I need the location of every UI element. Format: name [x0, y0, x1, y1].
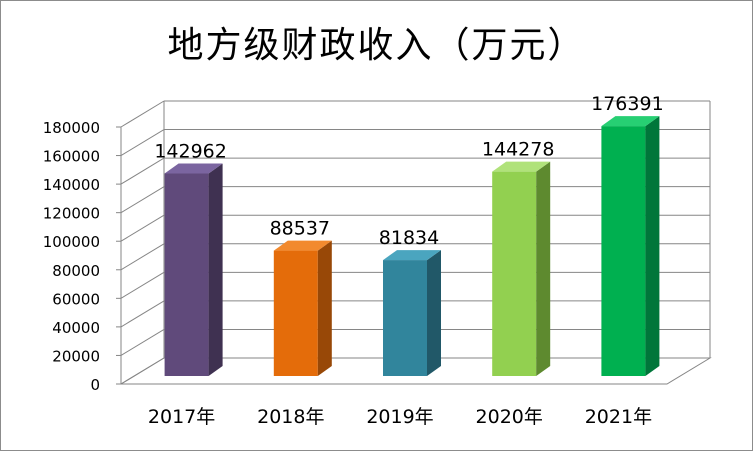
side-wall-gridline — [120, 214, 165, 242]
floor — [119, 357, 712, 385]
bar — [164, 173, 209, 376]
y-tick-label: 160000 — [43, 148, 100, 166]
axis-layer: 0 20000 40000 60000 80000 100000 120000 140000 1… — [43, 119, 122, 394]
side-wall-gridline — [120, 271, 165, 299]
bar — [492, 171, 537, 376]
bar-side — [427, 250, 441, 376]
x-tick-label: 2018年 — [257, 406, 324, 428]
labels-layer: 142962 2017年 88537 2018年 81834 2019年 144278 202… — [148, 93, 664, 428]
bar — [601, 126, 646, 376]
bar-side — [645, 116, 660, 377]
bars-layer — [164, 116, 660, 377]
data-label: 144278 — [482, 139, 555, 161]
y-tick-label: 100000 — [43, 233, 100, 251]
side-wall-gridline — [120, 243, 165, 271]
side-wall-gridline — [120, 300, 165, 328]
data-label: 88537 — [270, 218, 330, 240]
bar-side — [208, 163, 223, 376]
bar-side — [536, 161, 551, 376]
y-tick-label: 180000 — [43, 119, 100, 137]
bar-side — [317, 240, 332, 376]
y-tick-label: 140000 — [43, 176, 100, 194]
data-label: 176391 — [591, 93, 664, 115]
y-tick-label: 0 — [90, 376, 100, 394]
side-wall-gridline — [120, 100, 165, 128]
x-tick-label: 2021年 — [585, 406, 652, 428]
bar-top — [492, 161, 551, 172]
bar-top — [601, 116, 660, 127]
data-label: 81834 — [379, 227, 439, 249]
data-label: 142962 — [154, 140, 227, 162]
y-tick-label: 60000 — [52, 290, 100, 308]
x-tick-label: 2020年 — [476, 406, 543, 428]
bar-top — [383, 250, 441, 261]
y-tick-label: 120000 — [43, 205, 100, 223]
x-tick-label: 2019年 — [366, 406, 433, 428]
side-wall-gridline — [120, 329, 165, 356]
bar — [273, 250, 318, 376]
side-wall-gridline — [120, 157, 165, 185]
bar-top — [164, 163, 223, 174]
chart-title: 地方级财政收入（万元） — [167, 25, 586, 66]
y-tick-label: 40000 — [52, 319, 100, 337]
bar-top — [273, 240, 332, 251]
y-tick-label: 80000 — [52, 262, 100, 280]
x-tick-label: 2017年 — [148, 406, 215, 428]
side-wall-gridline — [120, 186, 165, 214]
y-tick-label: 20000 — [52, 347, 100, 365]
bar — [383, 260, 427, 376]
side-wall-gridline — [120, 129, 165, 156]
